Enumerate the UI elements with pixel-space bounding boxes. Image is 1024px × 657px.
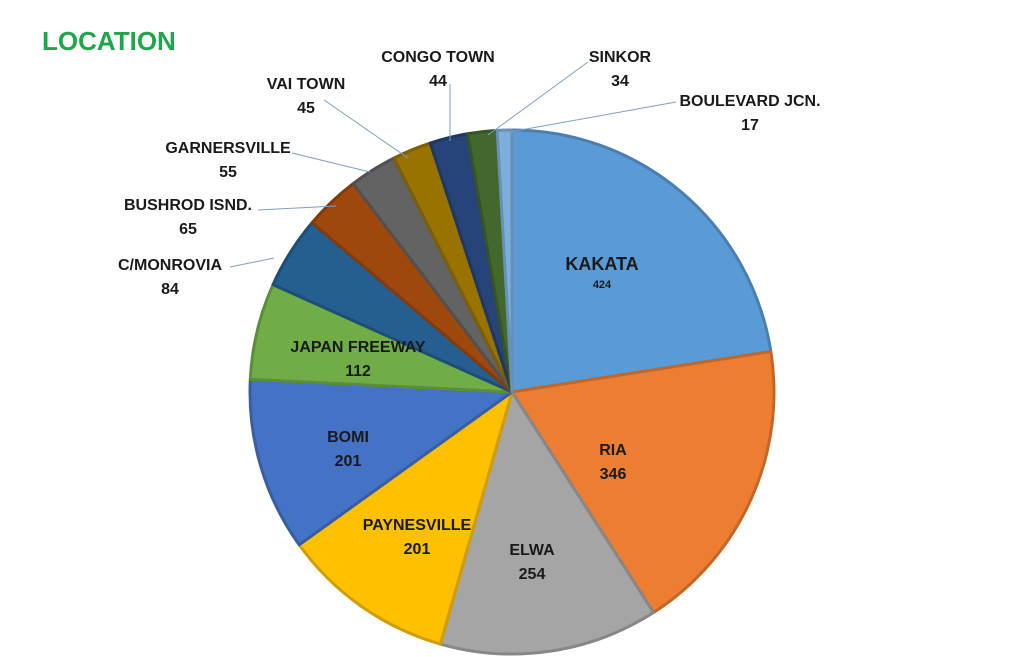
slice-value-kakata: 424: [593, 279, 612, 291]
slice-value-paynesville: 201: [404, 541, 431, 558]
slice-label-paynesville: PAYNESVILLE: [363, 517, 472, 534]
leader-line-vai-town: [323, 99, 409, 159]
leader-line-sinkor: [487, 61, 589, 136]
slice-value-elwa: 254: [519, 566, 546, 583]
slice-value-garnersville: 55: [219, 164, 237, 181]
pie-slice-bomi: [248, 377, 514, 547]
leader-line-boulevard-jcn: [503, 101, 677, 134]
slice-label-vai-town: VAI TOWN: [267, 76, 346, 93]
slice-value-bomi: 201: [335, 453, 362, 470]
pie-slice-boulevard-jcn: [495, 128, 514, 394]
slice-value-congo-town: 44: [429, 73, 447, 90]
slice-label-bomi: BOMI: [327, 429, 369, 446]
leader-line-c-monrovia: [229, 257, 275, 268]
slice-label-garnersville: GARNERSVILLE: [165, 140, 291, 157]
slice-label-sinkor: SINKOR: [589, 49, 652, 66]
slice-value-ria: 346: [600, 466, 627, 483]
slice-value-boulevard-jcn: 17: [741, 117, 759, 134]
leader-line-garnersville: [291, 152, 371, 173]
slice-label-bushrod-isnd: BUSHROD ISND.: [124, 197, 252, 214]
slice-value-bushrod-isnd: 65: [179, 221, 197, 238]
slice-label-kakata: KAKATA: [565, 254, 638, 274]
pie-slice-paynesville: [297, 390, 514, 646]
slice-label-japan-freeway: JAPAN FREEWAY: [290, 339, 425, 356]
leader-line-bushrod-isnd: [257, 205, 337, 211]
slice-value-japan-freeway: 112: [345, 363, 371, 380]
pie-slice-kakata: [510, 128, 773, 394]
chart-title: LOCATION: [42, 26, 176, 56]
slice-value-sinkor: 34: [611, 73, 629, 90]
slice-label-c-monrovia: C/MONROVIA: [118, 257, 222, 274]
slice-value-c-monrovia: 84: [161, 281, 179, 298]
slice-label-congo-town: CONGO TOWN: [381, 49, 494, 66]
pie-slice-ria: [510, 349, 776, 614]
slice-label-ria: RIA: [599, 442, 627, 459]
slice-label-boulevard-jcn: BOULEVARD JCN.: [679, 93, 820, 110]
slice-value-vai-town: 45: [297, 100, 315, 117]
slice-label-elwa: ELWA: [509, 542, 555, 559]
